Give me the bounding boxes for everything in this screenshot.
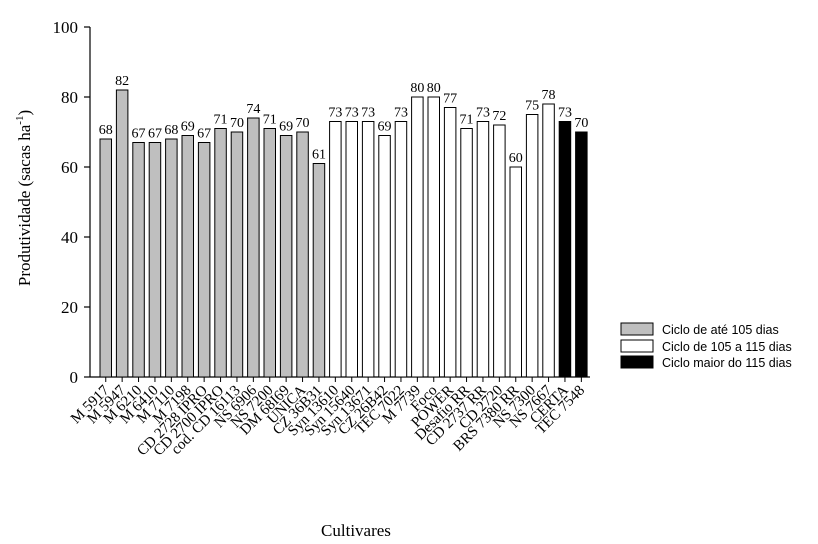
bar bbox=[345, 121, 358, 378]
bar bbox=[525, 114, 539, 378]
bar bbox=[427, 96, 440, 378]
bar-value-label: 69 bbox=[378, 120, 392, 135]
bar-value-label: 71 bbox=[263, 113, 277, 128]
bar-value-label: 73 bbox=[328, 106, 342, 121]
bar-value-label: 71 bbox=[214, 113, 228, 128]
bar-value-label: 69 bbox=[181, 120, 195, 135]
bar bbox=[279, 135, 293, 378]
bar bbox=[115, 89, 129, 378]
bar bbox=[476, 121, 490, 378]
bar bbox=[361, 121, 375, 378]
bar-value-label: 68 bbox=[164, 123, 178, 138]
bar bbox=[509, 166, 522, 378]
chart-legend: Ciclo de até 105 dias Ciclo de 105 a 115 … bbox=[620, 322, 792, 370]
bar bbox=[378, 135, 391, 378]
bar bbox=[411, 96, 424, 378]
bar bbox=[312, 163, 326, 378]
bar bbox=[329, 121, 342, 378]
bar bbox=[165, 138, 178, 378]
y-tick-label: 40 bbox=[61, 228, 78, 247]
bar bbox=[247, 117, 260, 378]
bar bbox=[394, 121, 408, 378]
bar-value-label: 68 bbox=[99, 123, 113, 138]
y-tick-label: 100 bbox=[53, 18, 79, 37]
bar bbox=[575, 131, 588, 378]
bar bbox=[132, 142, 145, 378]
bar-value-label: 73 bbox=[558, 106, 572, 121]
bar-value-label: 67 bbox=[148, 127, 162, 142]
legend-swatch bbox=[620, 355, 654, 369]
bar bbox=[443, 107, 457, 378]
bar-value-label: 75 bbox=[525, 99, 539, 114]
bar bbox=[230, 131, 244, 378]
bar-value-label: 80 bbox=[410, 81, 424, 96]
bar-value-label: 73 bbox=[345, 106, 359, 121]
legend-swatch bbox=[620, 339, 654, 353]
bar bbox=[263, 128, 276, 378]
y-axis-label-main: Produtividade (sacas ha bbox=[15, 124, 34, 286]
chart-bars bbox=[99, 89, 588, 378]
bar bbox=[558, 121, 572, 378]
bar bbox=[197, 142, 211, 378]
bar bbox=[542, 103, 555, 378]
bar-value-label: 71 bbox=[460, 113, 474, 128]
bar-value-label: 67 bbox=[197, 127, 211, 142]
y-axis-label-superscript: -1 bbox=[14, 116, 26, 125]
y-tick-label: 20 bbox=[61, 298, 78, 317]
x-axis-label: Cultivares bbox=[321, 521, 391, 540]
bar-value-label: 61 bbox=[312, 148, 326, 163]
bar-value-label: 77 bbox=[443, 92, 457, 107]
bar-value-label: 73 bbox=[361, 106, 375, 121]
bar-value-label: 82 bbox=[115, 74, 129, 89]
bar-value-label: 70 bbox=[296, 116, 310, 131]
y-tick-label: 80 bbox=[61, 88, 78, 107]
bar-value-label: 73 bbox=[394, 106, 408, 121]
bar bbox=[214, 128, 227, 378]
legend-label: Ciclo maior do 115 dias bbox=[662, 356, 792, 370]
legend-label: Ciclo de até 105 dias bbox=[662, 323, 779, 337]
bar-value-label: 72 bbox=[492, 109, 506, 124]
bar bbox=[296, 131, 309, 378]
bar-value-label: 73 bbox=[476, 106, 490, 121]
y-tick-label: 0 bbox=[70, 368, 79, 387]
legend-swatch bbox=[620, 322, 654, 336]
bar bbox=[493, 124, 506, 378]
legend-label: Ciclo de 105 a 115 dias bbox=[662, 340, 792, 354]
y-tick-label: 60 bbox=[61, 158, 78, 177]
bar-value-label: 70 bbox=[574, 116, 588, 131]
bar-value-label: 80 bbox=[427, 81, 441, 96]
bar-value-label: 67 bbox=[132, 127, 146, 142]
bar bbox=[148, 142, 162, 378]
y-axis-label: Produtividade (sacas ha-1) bbox=[14, 110, 34, 286]
bar-value-label: 78 bbox=[542, 88, 556, 103]
bar-value-label: 74 bbox=[246, 102, 260, 117]
y-axis-label-end: ) bbox=[15, 110, 34, 116]
bar bbox=[460, 128, 473, 378]
bar-value-label: 60 bbox=[509, 151, 523, 166]
bar bbox=[99, 138, 112, 378]
bar bbox=[181, 135, 194, 378]
bar-value-label: 70 bbox=[230, 116, 244, 131]
bar-value-label: 69 bbox=[279, 120, 293, 135]
